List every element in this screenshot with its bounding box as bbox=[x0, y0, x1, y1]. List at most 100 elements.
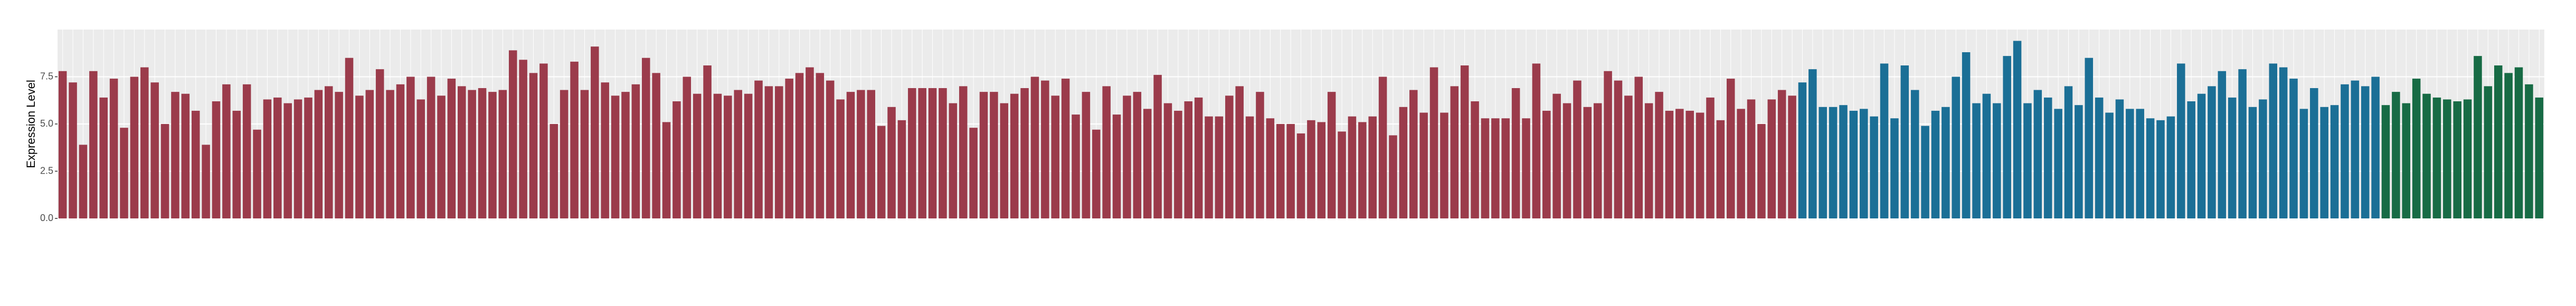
bar bbox=[1429, 67, 1438, 218]
bar bbox=[591, 46, 599, 218]
bar bbox=[641, 58, 650, 218]
bar bbox=[1767, 99, 1776, 218]
bar bbox=[662, 122, 671, 218]
bar bbox=[1184, 101, 1192, 218]
bar bbox=[1153, 74, 1162, 219]
bar bbox=[2402, 103, 2411, 218]
bar bbox=[908, 88, 916, 218]
bar bbox=[2115, 99, 2124, 218]
bar bbox=[345, 58, 354, 218]
bar bbox=[2197, 93, 2206, 218]
bar bbox=[2187, 101, 2195, 218]
bar bbox=[1921, 126, 1929, 218]
bar bbox=[140, 67, 149, 218]
bar bbox=[683, 77, 692, 218]
bar bbox=[2023, 103, 2032, 218]
bar bbox=[1890, 118, 1899, 218]
bar bbox=[1133, 92, 1142, 218]
bar bbox=[601, 82, 609, 219]
bar bbox=[416, 99, 425, 218]
bar bbox=[1102, 86, 1111, 218]
bar bbox=[1174, 110, 1182, 218]
bar bbox=[1378, 77, 1387, 218]
bar bbox=[99, 97, 108, 218]
bar bbox=[775, 86, 783, 218]
bar bbox=[2177, 63, 2185, 218]
bar bbox=[171, 92, 179, 218]
bar bbox=[2484, 86, 2493, 218]
bar bbox=[2095, 97, 2104, 218]
bar bbox=[2075, 105, 2083, 218]
bar bbox=[2259, 99, 2267, 218]
bar bbox=[1870, 116, 1878, 218]
bar bbox=[468, 90, 476, 218]
bar bbox=[693, 93, 702, 218]
bar bbox=[2238, 69, 2247, 218]
bar bbox=[2422, 93, 2431, 218]
bar bbox=[2392, 92, 2400, 218]
bar bbox=[2341, 84, 2349, 218]
bar bbox=[724, 95, 732, 218]
bar bbox=[897, 120, 906, 218]
bar bbox=[2453, 101, 2461, 218]
y-tick-label: 2.5 bbox=[40, 165, 53, 176]
bar bbox=[1399, 107, 1408, 218]
bar bbox=[202, 145, 210, 218]
bar bbox=[529, 73, 538, 218]
bar bbox=[1501, 118, 1510, 218]
bar bbox=[58, 71, 67, 218]
bar bbox=[867, 90, 876, 218]
y-tick-label: 5.0 bbox=[40, 118, 53, 129]
bar bbox=[1952, 77, 1961, 218]
bar bbox=[1962, 52, 1971, 219]
bar bbox=[1993, 103, 2001, 218]
bar bbox=[335, 92, 343, 218]
bar bbox=[2504, 73, 2513, 218]
bar bbox=[2371, 77, 2380, 218]
bar bbox=[846, 92, 855, 218]
bar bbox=[120, 128, 128, 218]
bar bbox=[611, 95, 620, 218]
bar bbox=[222, 84, 231, 218]
bar bbox=[1317, 122, 1326, 218]
bar bbox=[928, 88, 937, 218]
bar bbox=[1235, 86, 1244, 218]
bar bbox=[2351, 80, 2360, 218]
bar bbox=[2412, 79, 2421, 218]
bar bbox=[375, 69, 384, 218]
bar bbox=[2085, 58, 2094, 218]
bar bbox=[795, 73, 804, 218]
bar bbox=[365, 90, 374, 218]
bar bbox=[1450, 86, 1459, 218]
bar bbox=[550, 124, 558, 218]
bar bbox=[242, 84, 251, 218]
bar bbox=[1706, 97, 1715, 218]
bar bbox=[79, 145, 88, 218]
y-axis-label: Expression Level bbox=[24, 80, 37, 168]
bar bbox=[1041, 80, 1049, 218]
bar bbox=[89, 71, 98, 218]
bar bbox=[355, 95, 364, 218]
bar bbox=[2218, 71, 2227, 218]
bar bbox=[2228, 97, 2237, 218]
bar bbox=[2279, 67, 2288, 218]
bar bbox=[877, 126, 886, 218]
bar bbox=[1348, 116, 1357, 218]
bar bbox=[1777, 90, 1786, 218]
bar bbox=[703, 65, 712, 219]
bar bbox=[2105, 112, 2114, 218]
bar bbox=[560, 90, 569, 218]
bar bbox=[734, 90, 742, 218]
bar bbox=[1000, 103, 1009, 218]
bar bbox=[1685, 110, 1694, 218]
bar bbox=[1389, 135, 1397, 218]
bar bbox=[1737, 109, 1745, 218]
bar bbox=[1051, 95, 1059, 218]
bar bbox=[2474, 56, 2482, 219]
bar bbox=[1419, 112, 1428, 218]
bar bbox=[2361, 86, 2370, 218]
bar bbox=[1460, 65, 1469, 219]
bar bbox=[498, 90, 507, 218]
bar bbox=[2054, 109, 2062, 218]
